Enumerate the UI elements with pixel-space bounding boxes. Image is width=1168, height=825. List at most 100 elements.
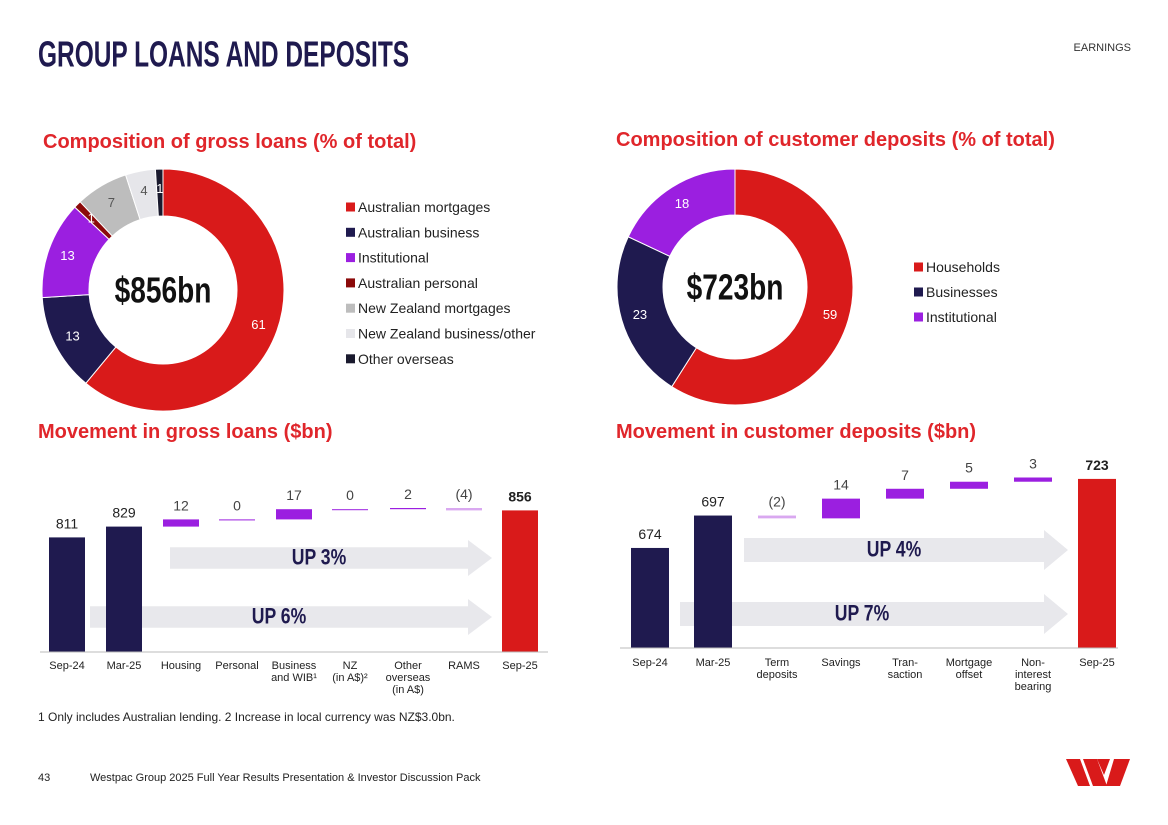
legend-label: Australian mortgages — [358, 199, 490, 215]
value-label: 7 — [901, 467, 909, 483]
legend-swatch — [346, 253, 355, 263]
chart-title: Movement in customer deposits ($bn) — [616, 421, 976, 443]
value-label: 14 — [833, 477, 849, 493]
x-tick-label: Housing — [160, 660, 202, 672]
x-tick-label: Non- interest bearing — [1014, 657, 1052, 693]
legend-swatch — [346, 227, 355, 237]
growth-label: UP 3% — [292, 546, 347, 570]
donut-segment — [154, 168, 164, 217]
legend-swatch — [914, 287, 923, 297]
waterfall-bar — [631, 547, 669, 648]
segment-label: 13 — [60, 248, 74, 263]
slide-title: GROUP LOANS AND DEPOSITS — [38, 34, 409, 75]
growth-arrow — [744, 530, 1068, 570]
x-tick-label: Personal — [215, 660, 259, 672]
x-tick-label: Savings — [821, 657, 861, 669]
waterfall-bar — [502, 510, 538, 652]
waterfall-bar — [390, 508, 426, 510]
logo-part — [1083, 759, 1107, 786]
segment-label: 1 — [156, 181, 163, 196]
growth-arrow — [680, 594, 1068, 634]
legend-label: Households — [926, 259, 1000, 275]
waterfall-bar — [332, 509, 368, 511]
x-tick-label: Other overseas (in A$) — [385, 660, 431, 696]
value-label: 723 — [1085, 457, 1109, 473]
legend-swatch — [346, 202, 355, 212]
waterfall-bar — [950, 481, 988, 489]
segment-label: 23 — [633, 307, 647, 322]
value-label: (4) — [455, 486, 472, 502]
legend-swatch — [346, 329, 355, 338]
legend-label: Australian personal — [358, 275, 478, 291]
growth-label: UP 4% — [867, 538, 922, 562]
x-tick-label: Mortgage offset — [945, 657, 993, 681]
x-tick-label: NZ (in A$)² — [332, 660, 368, 684]
waterfall-bar — [446, 508, 482, 511]
value-label: 3 — [1029, 456, 1037, 472]
segment-label: 61 — [251, 317, 265, 332]
legend-swatch — [346, 278, 355, 288]
donut-segment — [616, 236, 698, 388]
logo-part — [1106, 759, 1130, 786]
center-label: $856bn — [115, 270, 212, 310]
segment-label: 1 — [88, 211, 95, 226]
waterfall-bar — [49, 537, 85, 652]
page-number: 43 — [38, 772, 50, 784]
donut-segment — [671, 168, 854, 406]
legend-label: New Zealand mortgages — [358, 300, 511, 316]
x-tick-label: Term deposits — [756, 657, 798, 681]
donut-segment — [627, 168, 736, 258]
growth-label: UP 7% — [835, 602, 890, 626]
segment-label: 18 — [675, 196, 689, 211]
logo — [1066, 759, 1130, 786]
segment-label: 7 — [108, 195, 115, 210]
x-tick-label: Sep-24 — [632, 657, 668, 669]
chart-title: Composition of gross loans (% of total) — [43, 131, 416, 153]
x-tick-label: Mar-25 — [106, 660, 142, 672]
logo-part — [1097, 759, 1110, 775]
waterfall-bar — [106, 526, 142, 652]
donut-segment — [85, 168, 285, 412]
legend-swatch — [346, 354, 355, 364]
x-tick-label: Sep-24 — [49, 660, 85, 672]
legend-label: Australian business — [358, 224, 479, 240]
x-tick-label: Tran- saction — [887, 657, 923, 681]
legend-swatch — [914, 312, 923, 322]
chart-title: Composition of customer deposits (% of t… — [616, 129, 1055, 151]
waterfall-bar — [758, 515, 796, 519]
value-label: 674 — [638, 526, 662, 542]
waterfall-bar — [276, 509, 312, 520]
section-label: EARNINGS — [1074, 42, 1131, 54]
chart-title: Movement in gross loans ($bn) — [38, 421, 332, 443]
value-label: 829 — [112, 505, 136, 521]
waterfall-bar — [219, 519, 255, 521]
x-tick-label: Mar-25 — [695, 657, 731, 669]
growth-label: UP 6% — [252, 605, 307, 629]
footer-text: Westpac Group 2025 Full Year Results Pre… — [90, 772, 481, 784]
waterfall-bar — [1014, 477, 1052, 482]
x-tick-label: Business and WIB¹ — [271, 660, 317, 684]
growth-arrow — [170, 540, 492, 576]
value-label: 12 — [173, 497, 189, 513]
waterfall-bar — [1078, 478, 1116, 648]
value-label: 2 — [404, 486, 412, 502]
waterfall-bar — [886, 488, 924, 499]
value-label: 0 — [346, 487, 354, 503]
x-tick-label: Sep-25 — [1079, 657, 1115, 669]
legend-swatch — [346, 303, 355, 313]
legend-label: Other overseas — [358, 351, 454, 367]
value-label: 0 — [233, 497, 241, 513]
growth-arrow — [90, 599, 492, 635]
x-tick-label: RAMS — [448, 660, 480, 672]
value-label: 811 — [56, 515, 79, 531]
segment-label: 4 — [140, 183, 147, 198]
legend-swatch — [914, 262, 923, 272]
legend-label: Businesses — [926, 284, 998, 300]
value-label: 5 — [965, 460, 973, 476]
segment-label: 59 — [823, 307, 837, 322]
waterfall-bar — [822, 498, 860, 519]
value-label: 697 — [701, 494, 725, 510]
waterfall-bar — [694, 515, 732, 648]
